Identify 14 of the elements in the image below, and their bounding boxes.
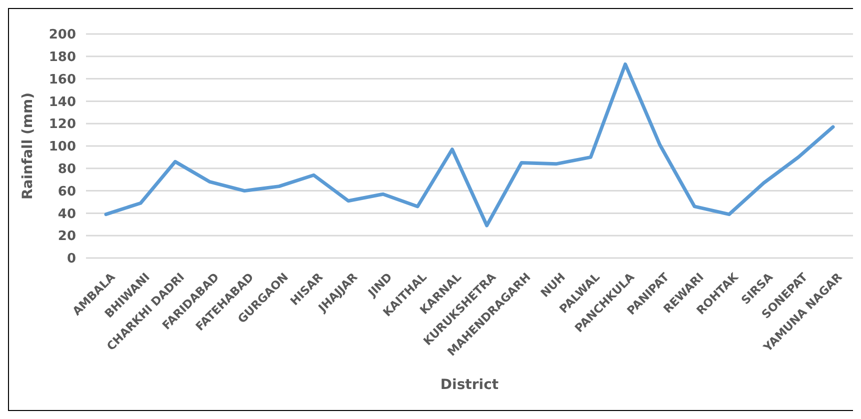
y-tick-label: 200 — [48, 28, 76, 43]
line-series — [104, 62, 835, 228]
y-tick-label: 60 — [58, 184, 76, 200]
y-tick-label: 40 — [58, 206, 76, 222]
y-tick-label: 160 — [48, 72, 76, 88]
y-tick-label: 100 — [48, 140, 76, 155]
y-tick-label: 0 — [66, 252, 76, 267]
y-tick-label: 180 — [48, 50, 76, 65]
y-tick-label: 20 — [58, 229, 76, 244]
y-tick-label: 120 — [48, 117, 76, 132]
y-tick-label: 80 — [58, 162, 76, 177]
x-axis-title: District — [440, 377, 499, 393]
y-tick-label: 140 — [48, 94, 76, 110]
y-axis-title: Rainfall (mm) — [20, 92, 36, 200]
